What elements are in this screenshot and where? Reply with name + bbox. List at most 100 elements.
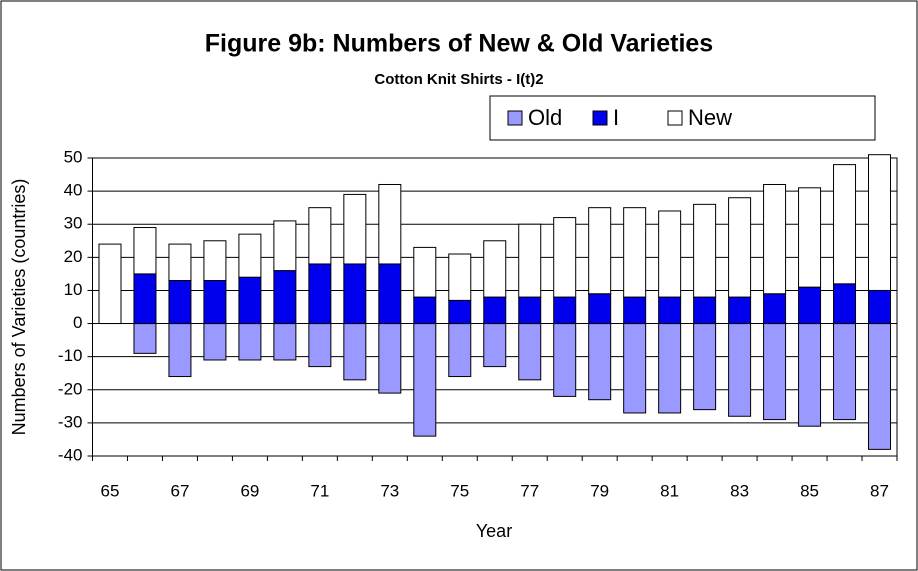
bar <box>133 273 157 325</box>
x-tick-label: 75 <box>450 481 469 500</box>
bar <box>238 233 262 278</box>
y-tick-label: -30 <box>58 412 83 431</box>
bar <box>658 323 682 414</box>
bar <box>238 323 262 361</box>
bar <box>728 296 752 325</box>
bar <box>413 246 437 298</box>
y-tick-label: 10 <box>64 280 83 299</box>
plot-frame <box>92 157 898 457</box>
bar <box>343 263 367 325</box>
bar <box>98 243 122 325</box>
bar <box>798 286 822 325</box>
x-tick-label: 65 <box>101 481 120 500</box>
x-tick-label: 71 <box>310 481 329 500</box>
bar <box>728 197 752 298</box>
bar <box>413 296 437 325</box>
bar <box>168 280 192 325</box>
y-axis-title: Numbers of Varieties (countries) <box>9 179 29 436</box>
bar <box>868 289 892 325</box>
bar <box>238 276 262 325</box>
y-tick-label: 50 <box>64 147 83 166</box>
x-tick-label: 73 <box>380 481 399 500</box>
bar <box>588 323 612 401</box>
x-tick-label: 83 <box>730 481 749 500</box>
bar <box>133 323 157 354</box>
bar <box>623 296 647 325</box>
legend-label: Old <box>528 105 562 130</box>
bar <box>658 296 682 325</box>
bar <box>833 283 857 325</box>
bar <box>343 323 367 381</box>
legend-label: I <box>613 105 619 130</box>
y-tick-label: 20 <box>64 247 83 266</box>
bar <box>483 296 507 325</box>
bar <box>763 183 787 295</box>
y-tick-label: -10 <box>58 346 83 365</box>
bar <box>273 323 297 361</box>
bar <box>763 293 787 325</box>
bar <box>483 240 507 298</box>
bar <box>518 323 542 381</box>
bar <box>798 323 822 427</box>
bar <box>763 323 787 421</box>
bar <box>203 323 227 361</box>
chart-title: Figure 9b: Numbers of New & Old Varietie… <box>205 30 713 58</box>
bar <box>658 210 682 298</box>
y-tick-label: 0 <box>73 313 82 332</box>
bar <box>308 263 332 325</box>
bar <box>693 296 717 325</box>
bar <box>518 296 542 325</box>
bar <box>308 207 332 265</box>
legend-swatch <box>667 110 683 126</box>
y-tick-label: -40 <box>58 445 83 464</box>
bar <box>168 243 192 282</box>
bar <box>553 217 577 298</box>
bar <box>273 270 297 325</box>
bar <box>448 299 472 325</box>
legend-swatch <box>592 110 608 126</box>
bar <box>728 323 752 417</box>
y-tick-label: -20 <box>58 379 83 398</box>
x-tick-label: 87 <box>870 481 889 500</box>
bar <box>868 323 892 450</box>
x-tick-label: 69 <box>240 481 259 500</box>
x-tick-label: 85 <box>800 481 819 500</box>
bar <box>518 223 542 298</box>
bar <box>168 323 192 378</box>
bar <box>203 240 227 282</box>
chart-subtitle: Cotton Knit Shirts - I(t)2 <box>374 71 543 88</box>
bar <box>343 193 367 265</box>
bar <box>378 183 402 265</box>
bar <box>448 323 472 378</box>
bar <box>623 323 647 414</box>
y-tick-label: 30 <box>64 214 83 233</box>
bar <box>413 323 437 437</box>
x-tick-label: 79 <box>590 481 609 500</box>
bar <box>833 323 857 421</box>
bar <box>378 323 402 394</box>
x-tick-label: 67 <box>170 481 189 500</box>
bar <box>833 164 857 285</box>
bar <box>133 227 157 275</box>
bar <box>308 323 332 368</box>
bar <box>798 187 822 288</box>
bar <box>693 323 717 411</box>
legend-swatch <box>507 110 523 126</box>
bar <box>553 296 577 325</box>
x-tick-label: 77 <box>520 481 539 500</box>
bar <box>483 323 507 368</box>
bar <box>553 323 577 397</box>
bar <box>588 293 612 325</box>
bar <box>693 203 717 298</box>
bar <box>203 280 227 325</box>
legend-label: New <box>688 105 732 130</box>
bar <box>448 253 472 301</box>
x-tick-label: 81 <box>660 481 679 500</box>
y-tick-label: 40 <box>64 181 83 200</box>
bar <box>273 220 297 272</box>
x-axis-title: Year <box>476 521 512 541</box>
bar <box>588 207 612 295</box>
bar <box>378 263 402 325</box>
bar <box>623 207 647 298</box>
